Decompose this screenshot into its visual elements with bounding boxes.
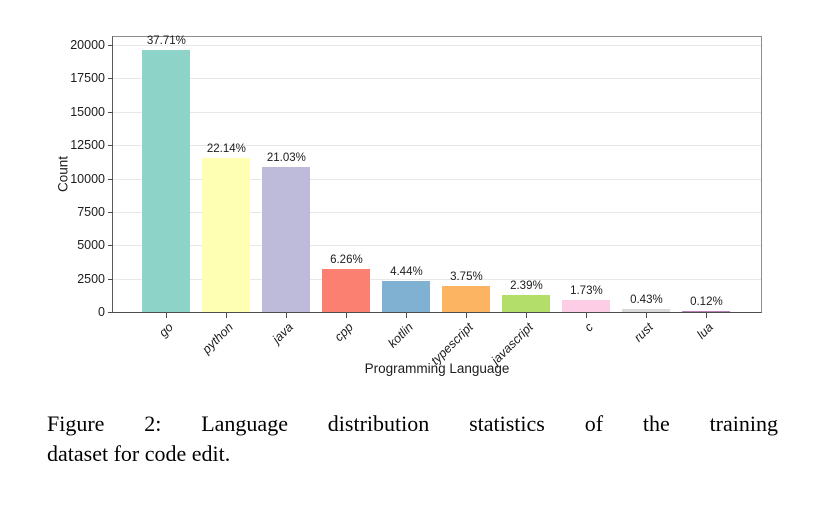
bar-value-label: 0.12% (690, 296, 723, 309)
y-tick-mark (108, 145, 113, 147)
gridline (113, 45, 761, 46)
bar-value-label: 2.39% (510, 280, 543, 293)
x-tick-label: java (270, 320, 297, 347)
bar-typescript (442, 285, 491, 312)
gridline (113, 145, 761, 147)
x-tick-label: cpp (332, 320, 357, 345)
gridline (113, 211, 761, 213)
plot-area: 0 2500 5000 7500 10000 12500 15000 17500 20000 37… (70, 35, 762, 368)
bar-java (262, 166, 311, 312)
bar-value-label: 21.03% (266, 151, 306, 164)
bar-value-label: 1.73% (570, 285, 603, 297)
bar-go (142, 50, 191, 312)
y-tick-label: 2500 (77, 271, 105, 286)
y-tick-label: 15000 (70, 104, 105, 119)
y-tick-mark (108, 245, 113, 247)
bar-kotlin (382, 281, 431, 312)
bar-python (202, 158, 251, 312)
x-tick-mark (166, 313, 168, 318)
gridline (113, 78, 761, 80)
x-tick-label: rust (631, 320, 657, 345)
x-tick-mark (466, 313, 468, 318)
bar-value-label: 0.43% (630, 294, 663, 307)
caption-line-1: Figure 2: Language distribution statisti… (47, 411, 778, 436)
x-tick-mark (406, 313, 408, 318)
x-tick-mark (346, 313, 348, 318)
bar-value-label: 37.71% (146, 35, 186, 48)
bar-c (562, 300, 611, 312)
y-tick-label: 20000 (70, 38, 105, 52)
bar-value-label: 6.26% (330, 253, 363, 266)
bar-value-label: 4.44% (390, 266, 423, 279)
x-axis-title: Programming Language (364, 361, 510, 376)
bar-value-label: 3.75% (450, 270, 483, 283)
y-axis-title: Count (55, 155, 71, 193)
x-tick-mark (586, 313, 588, 318)
y-tick-mark (108, 211, 113, 213)
x-tick-label: python (199, 320, 237, 357)
x-tick-mark (706, 313, 708, 318)
y-tick-mark (108, 111, 113, 113)
y-tick-mark (108, 178, 113, 180)
gridline (113, 111, 761, 113)
bar-rust (622, 309, 671, 312)
y-tick-mark (108, 278, 113, 280)
x-tick-mark (226, 313, 228, 318)
y-tick-mark (108, 78, 113, 80)
bar-javascript (502, 295, 551, 312)
x-tick-mark (526, 313, 528, 318)
figure-caption: Figure 2: Language distribution statisti… (47, 409, 778, 469)
x-tick-mark (646, 313, 648, 318)
x-tick-label: go (156, 320, 177, 340)
y-tick-mark (108, 45, 113, 46)
y-tick-label: 5000 (77, 238, 105, 253)
y-tick-label: 10000 (70, 171, 105, 186)
y-tick-label: 7500 (77, 204, 105, 219)
gridline (113, 178, 761, 180)
x-tick-label: lua (694, 320, 717, 342)
gridline (113, 245, 761, 247)
x-tick-mark (286, 313, 288, 318)
bar-value-label: 22.14% (206, 143, 246, 156)
y-tick-mark (108, 312, 113, 313)
y-tick-label: 0 (98, 305, 105, 319)
x-tick-label: kotlin (385, 320, 417, 351)
gridline (113, 278, 761, 280)
y-tick-label: 17500 (70, 71, 105, 86)
bar-lua (682, 311, 731, 312)
caption-line-2: dataset for code edit. (47, 441, 231, 466)
x-tick-label: c (581, 320, 597, 335)
bar-cpp (322, 268, 371, 312)
y-tick-label: 12500 (70, 138, 105, 153)
